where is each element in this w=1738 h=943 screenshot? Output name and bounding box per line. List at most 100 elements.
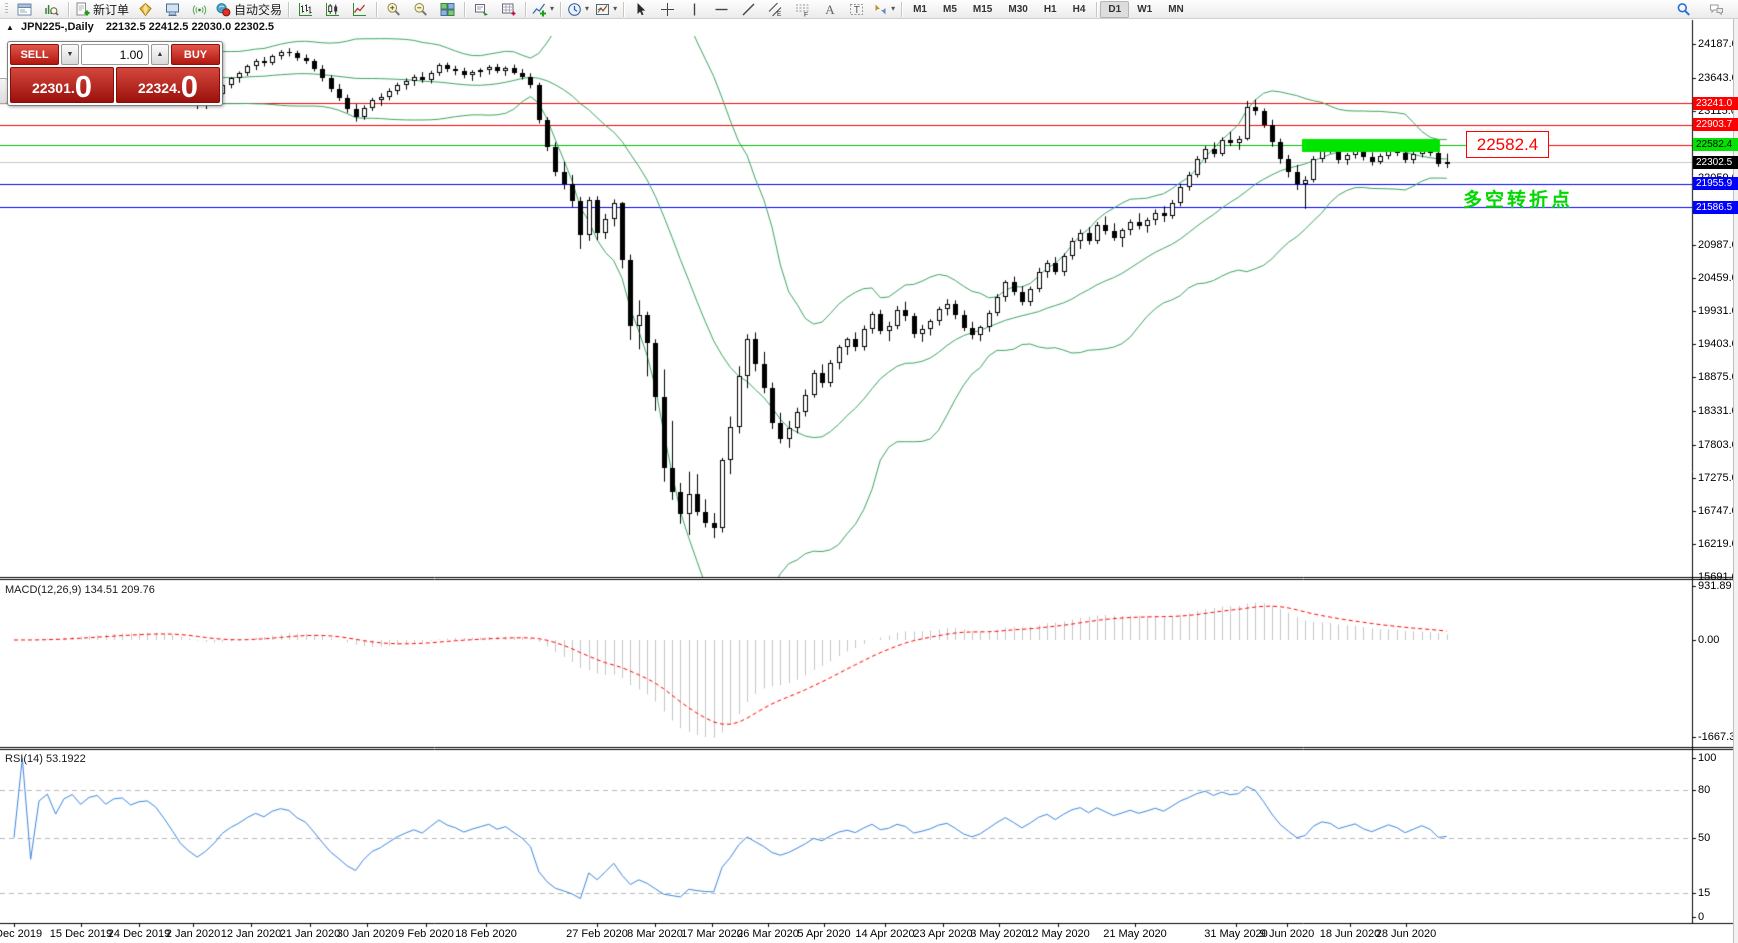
toolbar-separator [464, 1, 466, 17]
timeframe-button-m1[interactable]: M1 [913, 3, 927, 15]
text-button[interactable]: A [816, 0, 843, 19]
fibonacci-button[interactable]: F [789, 0, 816, 19]
chat-button[interactable] [1703, 0, 1730, 19]
date-axis-label: 2 Jan 2020 [165, 928, 221, 940]
buy-button[interactable]: BUY [171, 44, 220, 65]
equidistant-channel-icon: E [768, 2, 783, 17]
buy-price-display[interactable]: 22324. 0 [116, 67, 220, 103]
vertical-line-icon [687, 2, 702, 17]
indicators-button[interactable]: ▾ [529, 0, 557, 19]
timeframe-button-mn[interactable]: MN [1168, 3, 1184, 15]
line-chart-icon [352, 2, 367, 17]
cursor-icon [633, 2, 648, 17]
toolbar-button-label: 自动交易 [234, 2, 283, 17]
volume-decrease-button[interactable]: ▼ [61, 44, 79, 65]
price-badge: 22302.5 [1693, 155, 1738, 169]
macd-indicator-label: MACD(12,26,9) 134.51 209.76 [5, 584, 155, 596]
toolbar-separator [376, 1, 378, 17]
date-axis-label: 31 May 2020 [1204, 928, 1268, 940]
cursor-button[interactable] [627, 0, 654, 19]
line-chart-button[interactable] [346, 0, 373, 19]
crosshair-button[interactable] [654, 0, 681, 19]
date-axis-label: 21 May 2020 [1103, 928, 1167, 940]
sell-button[interactable]: SELL [10, 44, 59, 65]
price-badge: 22903.7 [1693, 118, 1738, 132]
rsi-axis-tick: 0 [1698, 911, 1705, 923]
price-badge: 23241.0 [1693, 96, 1738, 110]
new-order-button[interactable]: 新订单 [72, 0, 132, 19]
date-axis-label: 26 Mar 2020 [737, 928, 799, 940]
candlestick-chart-button[interactable] [319, 0, 346, 19]
svg-text:A: A [825, 2, 835, 17]
chevron-down-icon: ▾ [550, 4, 555, 13]
equidistant-channel-button[interactable]: E [762, 0, 789, 19]
ohlc-values: 22132.5 22412.5 22030.0 22302.5 [105, 21, 275, 33]
date-axis-label: 12 May 2020 [1026, 928, 1090, 940]
date-axis-label: 8 Mar 2020 [627, 928, 683, 940]
timeframe-button-m5[interactable]: M5 [943, 3, 957, 15]
svg-text:T: T [854, 5, 860, 16]
grid-button[interactable] [495, 0, 522, 19]
timeframe-button-d1[interactable]: D1 [1100, 0, 1130, 18]
zoom-in-button[interactable] [380, 0, 407, 19]
date-axis-label: 9 Feb 2020 [398, 928, 454, 940]
timeframe-button-m15[interactable]: M15 [972, 3, 993, 15]
vertical-line-button[interactable] [681, 0, 708, 19]
templates-button[interactable]: ▾ [592, 0, 620, 19]
bar-chart-button[interactable] [292, 0, 319, 19]
sell-price-pip: 0 [74, 69, 93, 103]
terminal-button[interactable] [159, 0, 186, 19]
symbol-period-label: JPN225-,Daily [20, 21, 94, 33]
toolbar-separator [68, 1, 69, 17]
rsi-axis-tick: 100 [1698, 752, 1717, 765]
sell-price-display[interactable]: 22301. 0 [10, 67, 114, 103]
chevron-down-icon: ▾ [891, 4, 896, 13]
periods-button[interactable]: ▾ [564, 0, 592, 19]
toolbar-separator [560, 1, 562, 17]
price-axis-tick: 18875.0 [1698, 371, 1738, 384]
date-axis-label: 21 Jan 2020 [279, 928, 341, 940]
volume-input[interactable]: 1.00 [81, 44, 149, 65]
auto-trading-button[interactable]: 自动交易 [213, 0, 285, 19]
terminal-icon [165, 2, 180, 17]
market-watch-button[interactable] [38, 0, 65, 19]
annotation-text[interactable]: 多空转折点 [1463, 190, 1574, 211]
timeframe-button-w1[interactable]: W1 [1137, 3, 1153, 15]
zoom-out-button[interactable] [407, 0, 434, 19]
tile-windows-button[interactable] [434, 0, 461, 19]
window-right-border [1733, 19, 1738, 943]
toolbar-separator [623, 1, 625, 17]
signals-button[interactable] [186, 0, 213, 19]
toolbar-separator [288, 1, 290, 17]
svg-text:F: F [804, 11, 808, 17]
auto-arrange-button[interactable] [468, 0, 495, 19]
toolbar-grip [5, 3, 8, 15]
timeframe-button-h1[interactable]: H1 [1043, 3, 1057, 15]
trend-line-button[interactable] [735, 0, 762, 19]
buy-price-pip: 0 [180, 69, 199, 103]
timeframe-button-m30[interactable]: M30 [1008, 3, 1028, 15]
price-callout-label[interactable]: 22582.4 [1466, 131, 1549, 158]
volume-increase-button[interactable]: ▲ [151, 44, 169, 65]
macd-axis-tick: -1667.31 [1698, 730, 1738, 743]
horizontal-line-button[interactable] [708, 0, 735, 19]
text-label-button[interactable]: T [843, 0, 870, 19]
charts-grid-icon [17, 2, 32, 17]
signals-icon [192, 2, 207, 17]
fibonacci-icon: F [795, 2, 810, 17]
price-axis-tick: 23643.0 [1698, 72, 1738, 85]
timeframe-button-h4[interactable]: H4 [1072, 3, 1086, 15]
date-axis-label: 14 Apr 2020 [855, 928, 915, 940]
date-axis-label: 27 Feb 2020 [566, 928, 628, 940]
charts-grid-button[interactable] [11, 0, 38, 19]
arrows-button[interactable]: ▾ [870, 0, 898, 19]
history-center-icon [138, 2, 153, 17]
history-center-button[interactable] [132, 0, 159, 19]
price-badge: 22582.4 [1693, 138, 1738, 152]
collapse-triangle-icon[interactable]: ▲ [6, 23, 14, 32]
macd-axis-tick: 931.89 [1698, 579, 1732, 592]
toolbar-separator [1096, 1, 1098, 17]
search-button[interactable] [1670, 0, 1697, 19]
date-axis-label: 18 Feb 2020 [455, 928, 517, 940]
